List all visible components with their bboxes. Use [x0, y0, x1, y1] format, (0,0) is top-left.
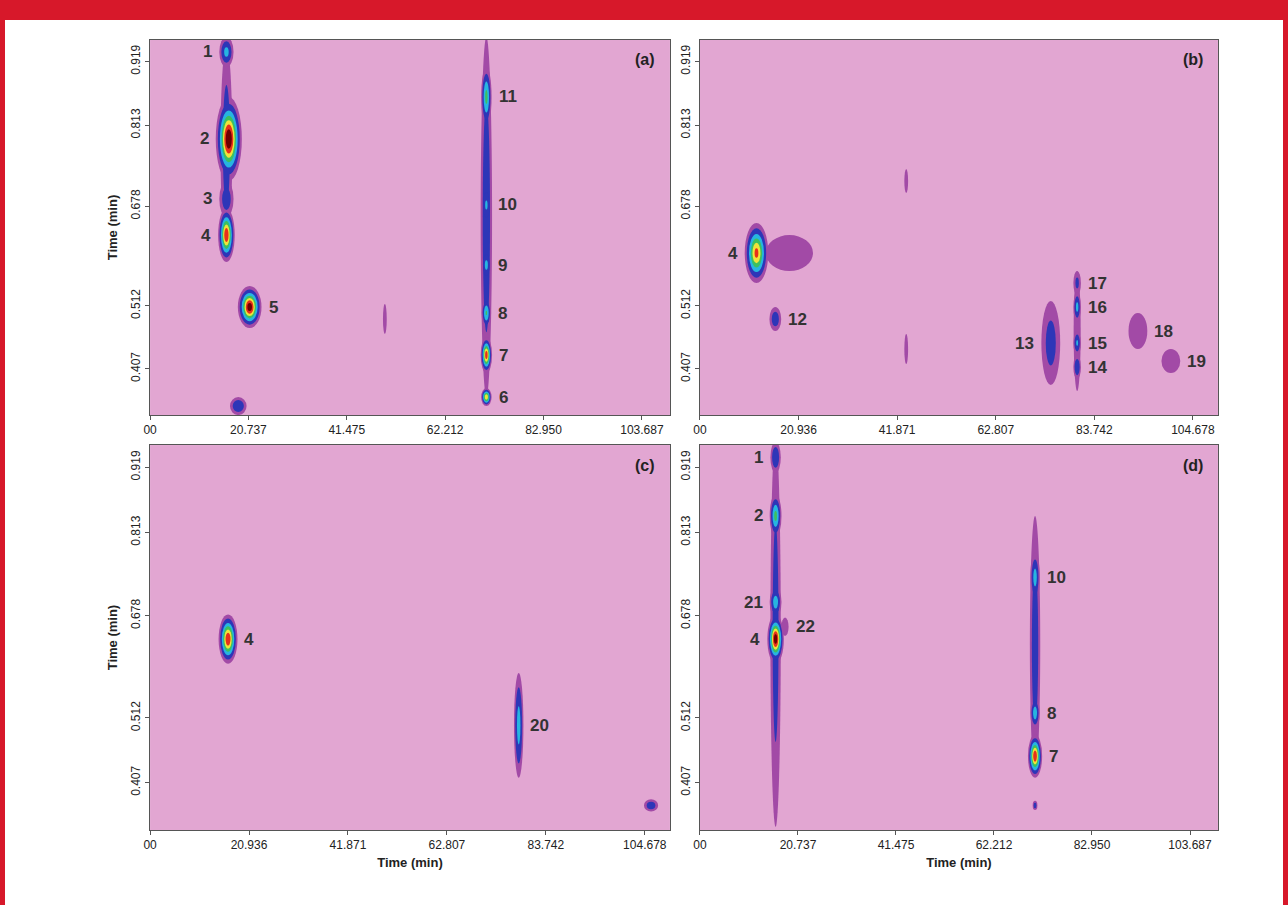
svg-text:0.512: 0.512 — [129, 289, 143, 319]
svg-text:82.950: 82.950 — [525, 423, 562, 437]
svg-text:4: 4 — [244, 630, 254, 649]
svg-text:0.678: 0.678 — [129, 599, 143, 629]
svg-text:4: 4 — [201, 226, 211, 245]
svg-text:62.807: 62.807 — [977, 423, 1014, 437]
svg-text:18: 18 — [1154, 322, 1173, 341]
svg-text:5: 5 — [269, 298, 278, 317]
svg-text:0.512: 0.512 — [679, 289, 693, 319]
svg-text:4: 4 — [728, 244, 738, 263]
svg-text:62.807: 62.807 — [429, 838, 466, 852]
svg-text:20.737: 20.737 — [230, 423, 267, 437]
svg-text:20.936: 20.936 — [231, 838, 268, 852]
svg-text:4: 4 — [750, 630, 760, 649]
svg-text:0.407: 0.407 — [679, 765, 693, 795]
svg-text:0.512: 0.512 — [679, 701, 693, 731]
svg-text:103.687: 103.687 — [1168, 838, 1212, 852]
svg-text:62.212: 62.212 — [976, 838, 1013, 852]
svg-text:0.512: 0.512 — [129, 701, 143, 731]
svg-text:83.742: 83.742 — [1076, 423, 1113, 437]
svg-text:1: 1 — [754, 448, 763, 467]
svg-text:0.678: 0.678 — [679, 189, 693, 219]
svg-text:0.678: 0.678 — [679, 599, 693, 629]
svg-text:0.813: 0.813 — [679, 108, 693, 138]
svg-text:00: 00 — [693, 423, 707, 437]
svg-text:2: 2 — [200, 129, 209, 148]
svg-text:0.407: 0.407 — [129, 765, 143, 795]
svg-text:0.813: 0.813 — [129, 515, 143, 545]
svg-text:7: 7 — [1049, 747, 1058, 766]
svg-text:19: 19 — [1187, 352, 1206, 371]
svg-text:62.212: 62.212 — [427, 423, 464, 437]
svg-text:9: 9 — [498, 256, 507, 275]
svg-text:11: 11 — [499, 87, 517, 106]
svg-text:104.678: 104.678 — [1171, 423, 1215, 437]
svg-text:41.871: 41.871 — [330, 838, 367, 852]
svg-text:Time (min): Time (min) — [377, 855, 443, 870]
svg-text:0.813: 0.813 — [679, 515, 693, 545]
svg-text:41.871: 41.871 — [879, 423, 916, 437]
svg-text:8: 8 — [498, 304, 507, 323]
svg-text:83.742: 83.742 — [527, 838, 564, 852]
svg-text:10: 10 — [498, 195, 517, 214]
svg-text:0.678: 0.678 — [129, 189, 143, 219]
svg-text:7: 7 — [499, 346, 508, 365]
svg-text:0.813: 0.813 — [129, 108, 143, 138]
svg-text:2: 2 — [754, 506, 763, 525]
svg-text:0.919: 0.919 — [679, 44, 693, 74]
svg-text:Time (min): Time (min) — [105, 605, 120, 671]
svg-text:20.737: 20.737 — [780, 838, 817, 852]
svg-text:0.407: 0.407 — [129, 352, 143, 382]
svg-text:Time (min): Time (min) — [926, 855, 992, 870]
svg-text:104.678: 104.678 — [623, 838, 667, 852]
svg-text:22: 22 — [796, 617, 815, 636]
svg-text:(a): (a) — [635, 51, 655, 68]
svg-text:12: 12 — [788, 310, 807, 329]
svg-text:41.475: 41.475 — [878, 838, 915, 852]
svg-text:15: 15 — [1088, 334, 1107, 353]
svg-text:82.950: 82.950 — [1074, 838, 1111, 852]
svg-text:00: 00 — [143, 838, 157, 852]
svg-text:16: 16 — [1088, 298, 1107, 317]
svg-text:(b): (b) — [1183, 51, 1203, 68]
svg-text:00: 00 — [693, 838, 707, 852]
svg-text:(c): (c) — [635, 457, 655, 474]
svg-text:20: 20 — [530, 716, 549, 735]
svg-text:0.919: 0.919 — [129, 44, 143, 74]
svg-text:8: 8 — [1047, 704, 1056, 723]
svg-text:17: 17 — [1088, 274, 1107, 293]
svg-text:20.936: 20.936 — [780, 423, 817, 437]
svg-text:0.919: 0.919 — [129, 450, 143, 480]
svg-text:10: 10 — [1047, 568, 1066, 587]
svg-text:Time (min): Time (min) — [105, 195, 120, 261]
svg-text:21: 21 — [744, 593, 763, 612]
svg-text:14: 14 — [1088, 358, 1107, 377]
svg-text:3: 3 — [203, 189, 212, 208]
svg-text:103.687: 103.687 — [620, 423, 664, 437]
svg-text:(d): (d) — [1183, 457, 1203, 474]
svg-text:6: 6 — [499, 388, 508, 407]
svg-text:1: 1 — [203, 42, 212, 61]
svg-text:0.919: 0.919 — [679, 450, 693, 480]
svg-text:00: 00 — [143, 423, 157, 437]
svg-text:0.407: 0.407 — [679, 352, 693, 382]
svg-text:41.475: 41.475 — [328, 423, 365, 437]
svg-text:13: 13 — [1015, 334, 1034, 353]
